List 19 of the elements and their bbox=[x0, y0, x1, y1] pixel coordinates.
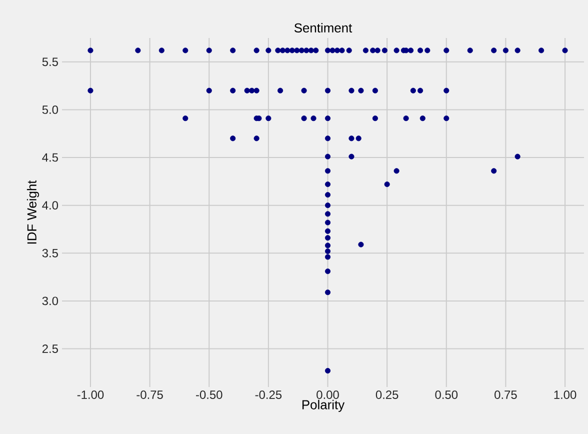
x-tick-label: 0.00 bbox=[316, 390, 339, 399]
y-tick-label: 4.5 bbox=[42, 153, 58, 162]
y-axis-title: IDF Weight bbox=[26, 180, 40, 244]
y-tick-label: 3.5 bbox=[42, 248, 58, 258]
x-tick-label: 0.25 bbox=[376, 390, 398, 399]
y-tick-label: 2.5 bbox=[42, 344, 58, 353]
y-tick-label: 3.0 bbox=[42, 296, 58, 306]
x-tick-label: 0.75 bbox=[494, 390, 517, 399]
y-tick-label: 4.0 bbox=[42, 201, 58, 210]
x-tick-label: 0.50 bbox=[435, 390, 458, 399]
x-tick-label: 1.00 bbox=[554, 390, 576, 399]
x-axis-title: Polarity bbox=[302, 400, 345, 412]
x-tick-label: -0.50 bbox=[196, 390, 222, 399]
x-tick-label: -0.75 bbox=[136, 390, 163, 399]
y-tick-label: 5.5 bbox=[42, 58, 58, 66]
y-tick-label: 5.0 bbox=[42, 105, 58, 114]
x-tick-label: -1.00 bbox=[77, 390, 104, 399]
x-tick-label: -0.25 bbox=[255, 390, 282, 399]
chart-title: Sentiment bbox=[294, 22, 352, 32]
